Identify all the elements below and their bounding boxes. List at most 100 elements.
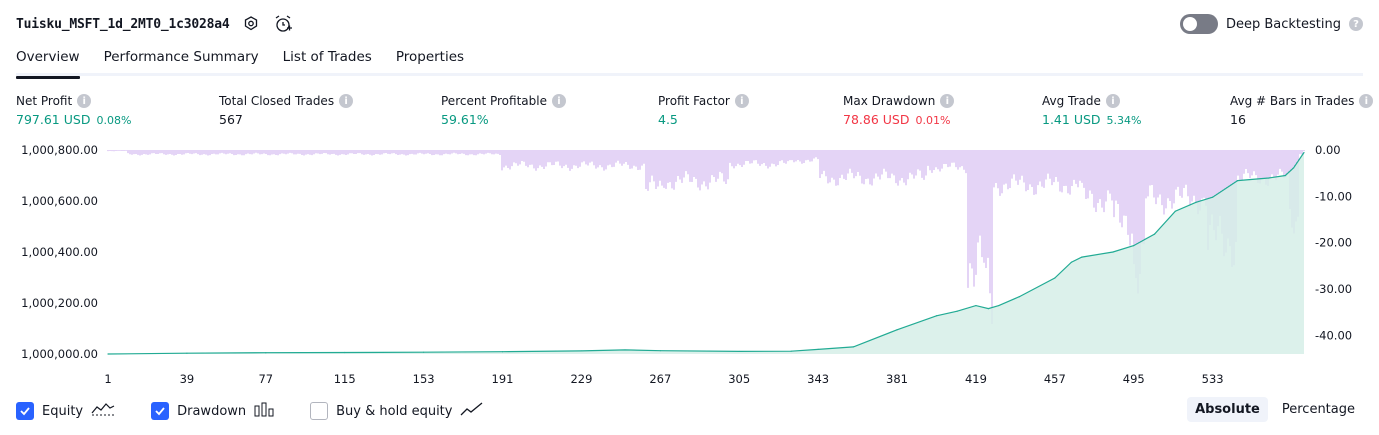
x-tick-label: 115 (334, 372, 356, 386)
equity-drawdown-chart[interactable]: 1,000,800.00 1,000,600.00 1,000,400.00 1,00… (0, 140, 1379, 392)
header-bar: Tuisku_MSFT_1d_2MT0_1c3028a4 (16, 12, 294, 36)
x-tick-label: 533 (1202, 372, 1224, 386)
y-left-tick-label: 1,000,000.00 (21, 347, 98, 361)
legend-label: Equity (42, 403, 84, 419)
metric-percent: 0.01% (915, 114, 951, 127)
x-tick-label: 419 (965, 372, 987, 386)
equity-point (956, 310, 958, 312)
metric-unit: USD (63, 112, 91, 127)
legend-label: Drawdown (177, 403, 247, 419)
drawdown-bars-icon (254, 401, 274, 421)
y-left-tick-label: 1,000,600.00 (21, 194, 98, 208)
deep-backtesting-toggle[interactable] (1179, 14, 1218, 34)
equity-checkbox[interactable] (16, 402, 34, 420)
toggle-knob (1182, 17, 1197, 31)
tab-properties[interactable]: Properties (395, 49, 465, 65)
equity-point (344, 351, 346, 354)
equity-point (1284, 174, 1286, 177)
equity-point (1268, 177, 1270, 179)
equity-point (1133, 245, 1135, 247)
equity-area (108, 152, 1304, 354)
tab-performance-summary[interactable]: Performance Summary (103, 49, 259, 65)
y-left-tick-label: 1,000,400.00 (21, 245, 98, 259)
legend-buy-hold[interactable]: Buy & hold equity (310, 401, 484, 421)
metric-label: Avg # Bars in Trades (1230, 94, 1355, 108)
metric-value: 797.61 (16, 112, 60, 127)
buy-hold-line-icon (460, 401, 484, 421)
metric-total-closed-trades: Total Closed Trades i 567 (219, 93, 354, 127)
metric-label: Total Closed Trades (219, 94, 335, 108)
absolute-button[interactable]: Absolute (1187, 397, 1268, 422)
equity-point (987, 308, 989, 310)
legend-label: Buy & hold equity (336, 403, 453, 419)
metric-label: Max Drawdown (843, 94, 936, 108)
equity-point (1212, 196, 1214, 198)
drawdown-checkbox[interactable] (151, 402, 170, 420)
legend-equity[interactable]: Equity (16, 401, 115, 421)
percentage-button[interactable]: Percentage (1281, 402, 1355, 417)
metric-label: Net Profit (16, 94, 73, 108)
equity-point (1081, 256, 1083, 258)
settings-icon[interactable] (240, 13, 262, 35)
info-icon[interactable]: i (940, 94, 955, 108)
equity-point (1070, 261, 1073, 263)
info-icon[interactable]: i (1359, 94, 1374, 108)
metric-max-drawdown: Max Drawdown i 78.86 USD 0.01% (843, 93, 955, 127)
equity-point (1054, 277, 1056, 279)
y-right-tick-label: -10.00 (1315, 189, 1352, 203)
legend-drawdown[interactable]: Drawdown (151, 401, 274, 421)
metric-label: Avg Trade (1042, 94, 1101, 108)
metric-net-profit: Net Profit i 797.61 USD 0.08% (16, 93, 131, 127)
metric-value: 1.41 (1042, 112, 1070, 127)
info-icon[interactable]: i (734, 94, 749, 108)
metric-percent-profitable: Percent Profitable i 59.61% (441, 93, 566, 127)
metric-unit: USD (882, 112, 910, 127)
y-left-tick-label: 1,000,800.00 (21, 143, 98, 157)
metric-unit: USD (1073, 112, 1101, 127)
metric-value: 4.5 (658, 112, 678, 127)
metric-avg-bars: Avg # Bars in Trades i 16 (1230, 93, 1374, 127)
x-tick-label: 343 (807, 372, 829, 386)
x-tick-label: 77 (258, 372, 273, 386)
help-icon[interactable]: ? (1349, 17, 1363, 31)
equity-point (265, 352, 267, 354)
info-icon[interactable]: i (339, 94, 354, 108)
buy-hold-checkbox[interactable] (310, 402, 329, 420)
equity-point (501, 351, 504, 353)
report-tabs: Overview Performance Summary List of Tra… (16, 46, 1363, 79)
metric-value: 567 (219, 112, 243, 127)
metric-label: Profit Factor (658, 94, 730, 108)
metric-label: Percent Profitable (441, 94, 547, 108)
x-tick-label: 305 (728, 372, 750, 386)
tab-list-of-trades[interactable]: List of Trades (282, 49, 372, 65)
equity-point (790, 350, 792, 352)
info-icon[interactable]: i (77, 94, 92, 108)
equity-point (852, 346, 855, 348)
y-right-tick-label: -40.00 (1315, 328, 1352, 342)
equity-point (186, 352, 188, 354)
metric-profit-factor: Profit Factor i 4.5 (658, 93, 749, 127)
equity-point (975, 304, 977, 307)
x-tick-label: 1 (104, 372, 111, 386)
equity-point (998, 304, 1000, 307)
deep-backtesting-control: Deep Backtesting ? (1179, 12, 1363, 36)
tab-overview[interactable]: Overview (16, 46, 80, 79)
x-tick-label: 457 (1044, 372, 1066, 386)
equity-point (423, 351, 425, 353)
info-icon[interactable]: i (1105, 94, 1120, 108)
equity-line (107, 152, 1305, 355)
metric-value: 59.61% (441, 112, 489, 127)
strategy-title: Tuisku_MSFT_1d_2MT0_1c3028a4 (16, 16, 230, 32)
y-left-tick-label: 1,000,200.00 (21, 296, 98, 310)
equity-line-icon (91, 401, 115, 421)
metric-percent: 0.08% (96, 114, 132, 127)
add-alert-icon[interactable] (272, 13, 294, 35)
equity-point (738, 350, 740, 353)
value-mode-switch: Absolute Percentage (1187, 397, 1363, 422)
equity-point (1293, 167, 1295, 169)
y-right-tick-label: -30.00 (1315, 282, 1352, 296)
info-icon[interactable]: i (551, 94, 566, 108)
equity-point (107, 353, 109, 355)
equity-point (1174, 210, 1176, 212)
metric-avg-trade: Avg Trade i 1.41 USD 5.34% (1042, 93, 1142, 127)
